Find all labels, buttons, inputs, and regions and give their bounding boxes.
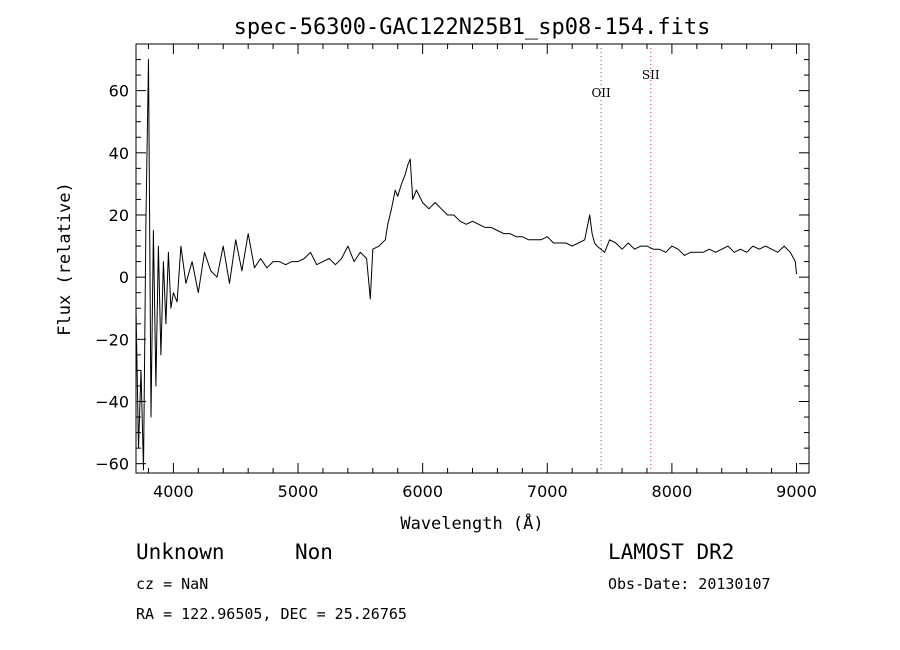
x-tick-label: 9000 xyxy=(776,482,817,501)
y-tick-label: −20 xyxy=(95,330,129,349)
plot-frame xyxy=(135,43,810,474)
y-tick-label: 0 xyxy=(119,268,129,287)
x-tick-label: 5000 xyxy=(278,482,319,501)
line-marker-label: SII xyxy=(642,68,660,82)
y-tick-label: 60 xyxy=(109,82,129,101)
y-tick-label: −60 xyxy=(95,455,129,474)
y-tick-label: 40 xyxy=(109,144,129,163)
y-axis-label: Flux (relative) xyxy=(55,182,75,336)
x-tick-label: 4000 xyxy=(153,482,194,501)
survey-label: LAMOST DR2 xyxy=(608,540,735,564)
x-axis-label: Wavelength (Å) xyxy=(400,512,543,534)
coords-label: RA = 122.96505, DEC = 25.26765 xyxy=(136,605,407,623)
chart-title: spec-56300-GAC122N25B1_sp08-154.fits xyxy=(234,15,711,40)
x-tick-label: 8000 xyxy=(652,482,693,501)
x-tick-label: 6000 xyxy=(402,482,443,501)
class-label: Unknown xyxy=(136,540,225,564)
x-tick-label: 7000 xyxy=(527,482,568,501)
obs-date-label: Obs-Date: 20130107 xyxy=(608,575,771,593)
line-marker-label: OII xyxy=(591,86,611,100)
spectrum-series xyxy=(135,59,797,471)
y-tick-label: −40 xyxy=(95,393,129,412)
subclass-label: Non xyxy=(295,540,333,564)
y-tick-label: 20 xyxy=(109,206,129,225)
cz-label: cz = NaN xyxy=(136,575,209,593)
